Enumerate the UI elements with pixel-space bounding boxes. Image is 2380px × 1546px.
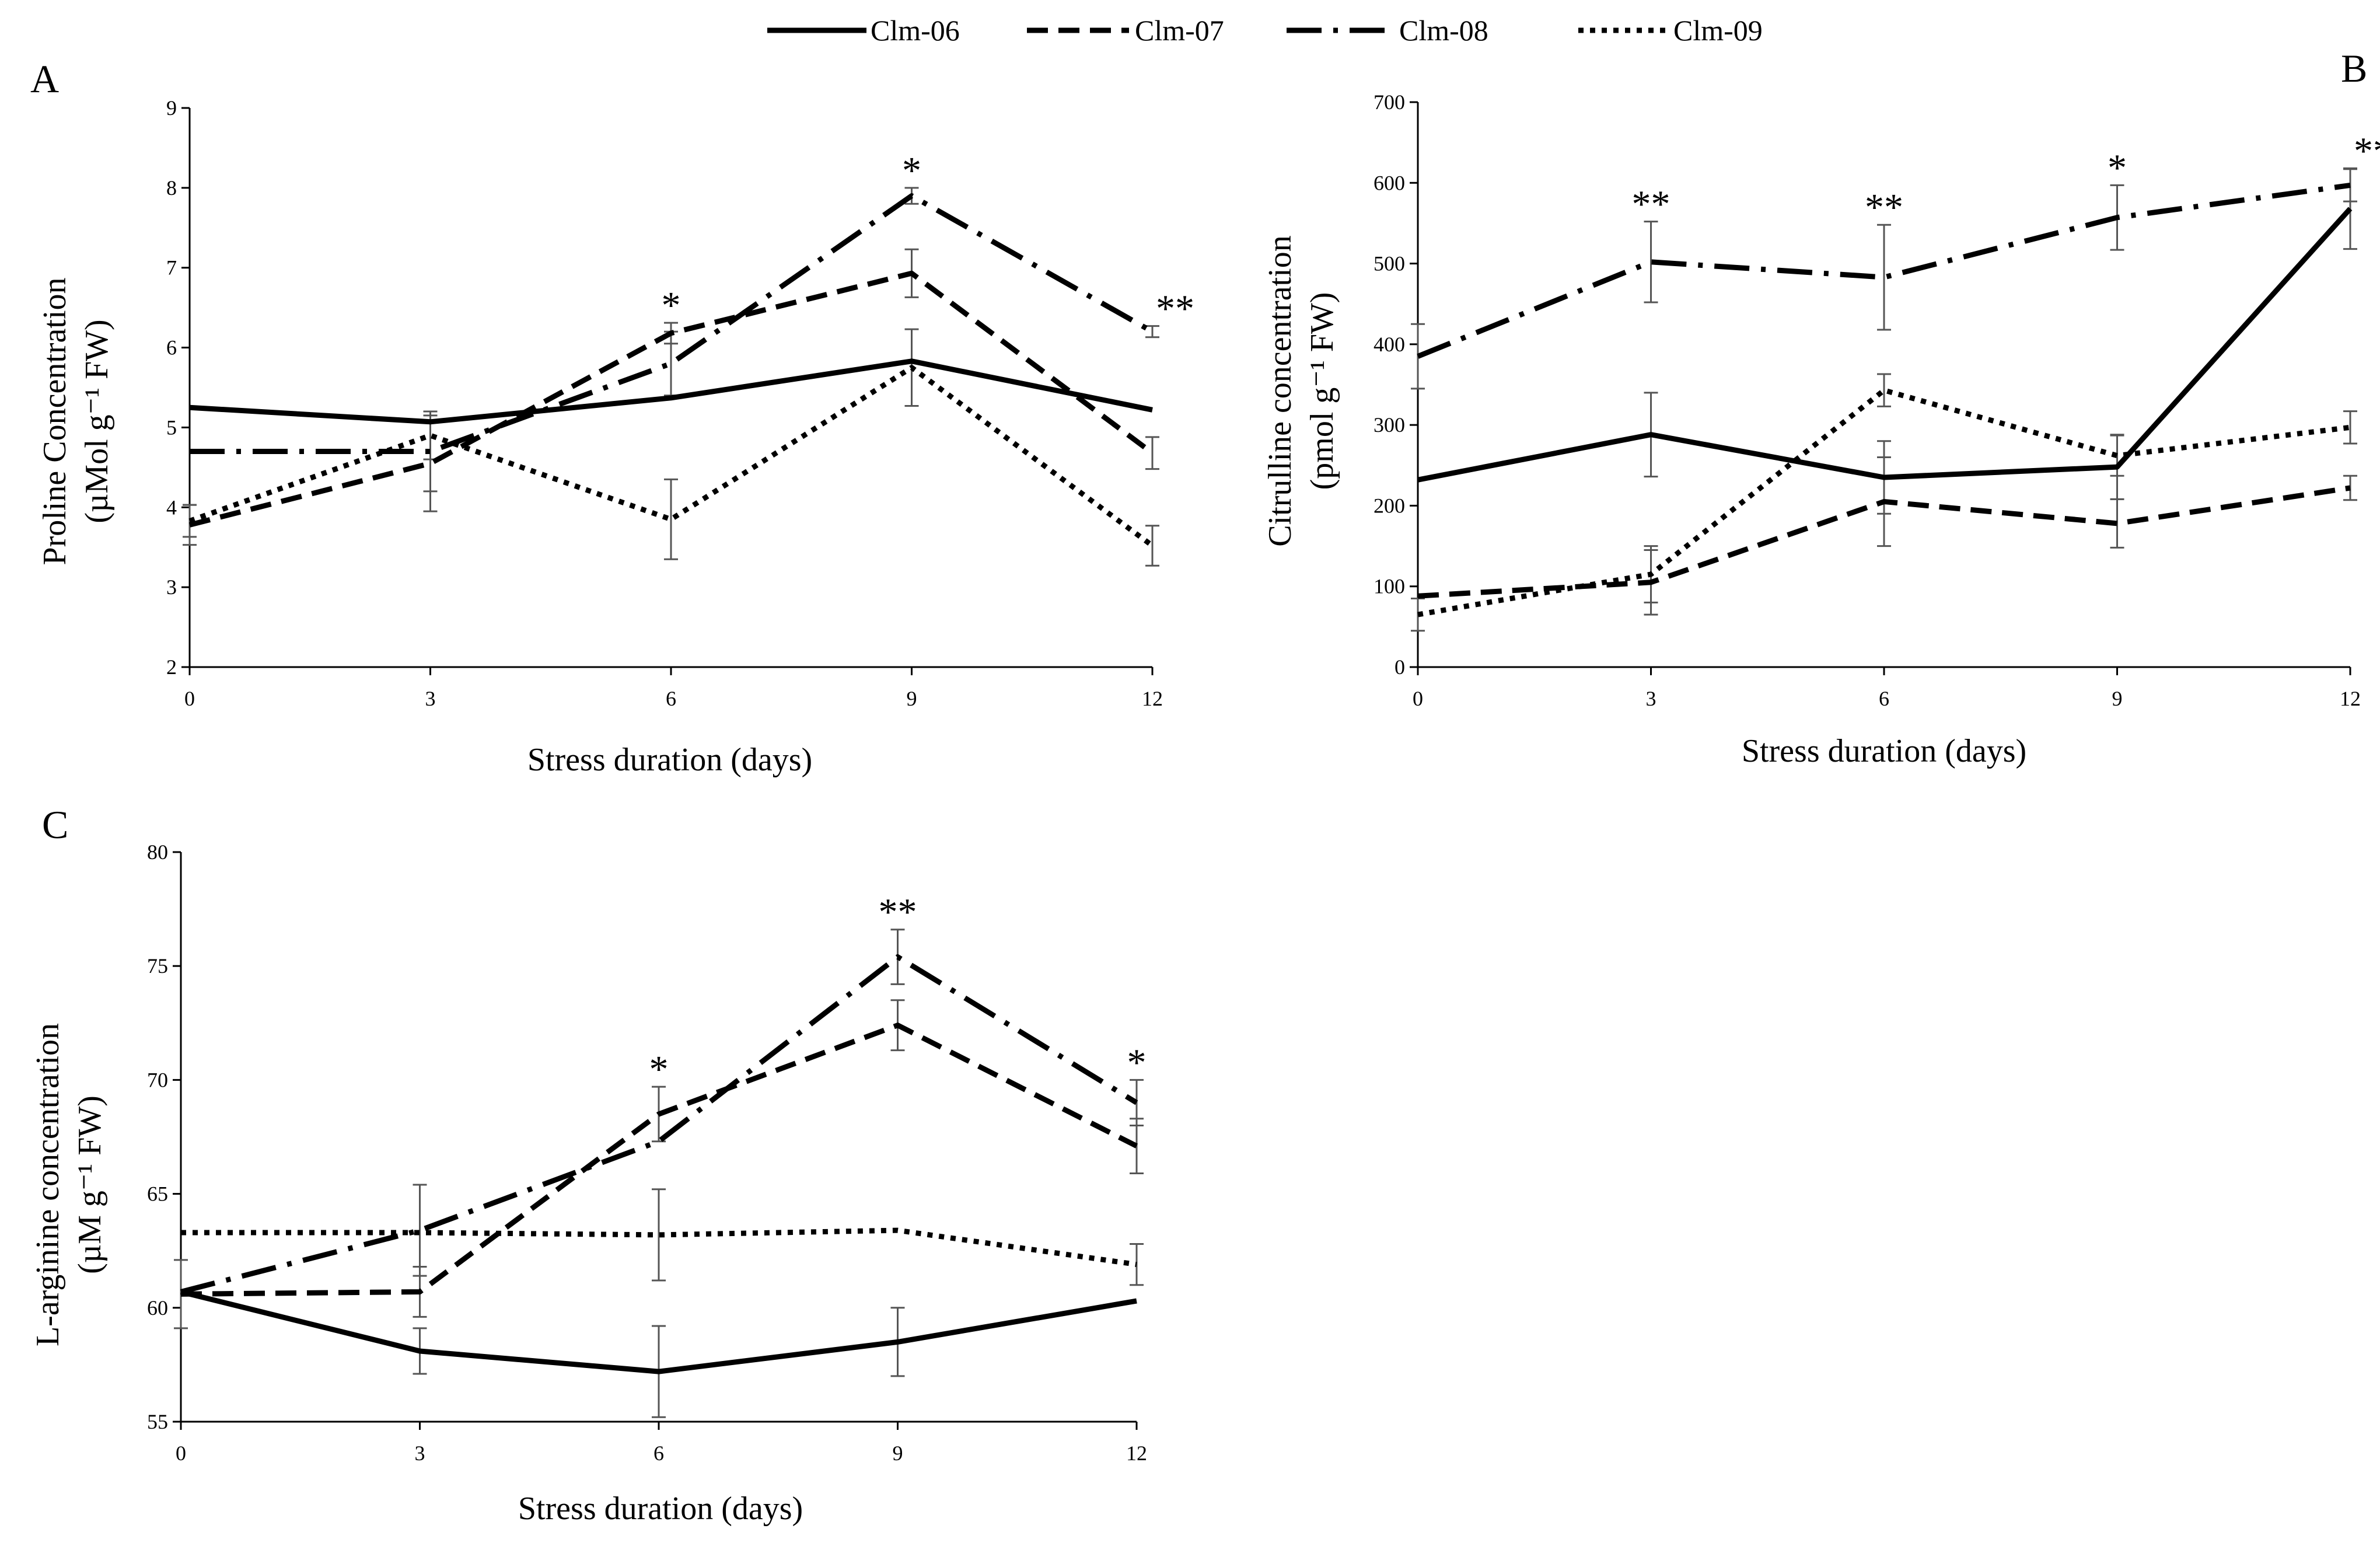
panel-a-ytick-label: 9 bbox=[166, 96, 177, 120]
panel-b-ytick-label: 300 bbox=[1374, 413, 1405, 437]
panel-a-ytick-label: 5 bbox=[166, 416, 177, 439]
panel-c-xtick-label: 0 bbox=[176, 1442, 186, 1465]
panel-a-letter: A bbox=[30, 57, 59, 101]
series-line-clm-06 bbox=[180, 1289, 1137, 1374]
panel-c-ytick-label: 70 bbox=[147, 1068, 168, 1091]
panel-b-xtick-label: 12 bbox=[2340, 687, 2361, 710]
panel-b-ytick-label: 600 bbox=[1374, 171, 1405, 194]
panel-a-ytick-label: 7 bbox=[166, 256, 177, 280]
panel-c-xtick-label: 9 bbox=[893, 1442, 903, 1465]
panel-b-xtick-label: 9 bbox=[2112, 687, 2123, 710]
panel-b-xtick-label: 0 bbox=[1413, 687, 1423, 710]
panel-c-ytick-label: 80 bbox=[147, 840, 168, 864]
panel-c-ylabel: L-arginine concentration bbox=[30, 1023, 66, 1346]
panel-a-xtick-label: 6 bbox=[666, 687, 676, 710]
panel-c-xtick-label: 6 bbox=[653, 1442, 664, 1465]
panel-a-ytick-label: 2 bbox=[166, 655, 177, 679]
panel-b-xtick-label: 3 bbox=[1646, 687, 1656, 710]
series-line-clm-06 bbox=[1417, 207, 2353, 483]
series-line-clm-07 bbox=[180, 1022, 1138, 1297]
significance-marker: * bbox=[902, 149, 921, 192]
panel-b-ytick-label: 400 bbox=[1374, 333, 1405, 356]
significance-marker: * bbox=[649, 1048, 669, 1091]
panel-b-ylabel-unit: (pmol g⁻¹ FW) bbox=[1304, 292, 1340, 490]
series-line-clm-09 bbox=[1417, 388, 2351, 617]
panel-c-ylabel-unit: (µM g⁻¹ FW) bbox=[72, 1095, 108, 1274]
panel-c-ytick-label: 65 bbox=[147, 1182, 168, 1206]
series-line-clm-07 bbox=[188, 270, 1154, 528]
series-line-clm-09 bbox=[181, 1227, 1137, 1268]
panel-a-xtick-label: 12 bbox=[1142, 687, 1163, 710]
legend-item-clm-06: Clm-06 bbox=[767, 14, 960, 47]
panel-a-ytick-label: 8 bbox=[166, 176, 177, 200]
panel-a-xtick-label: 0 bbox=[184, 687, 195, 710]
significance-marker: ** bbox=[1865, 186, 1903, 229]
series-line-clm-08 bbox=[180, 954, 1138, 1294]
significance-marker: ** bbox=[1632, 183, 1670, 226]
legend-item-clm-09: Clm-09 bbox=[1578, 14, 1763, 47]
panel-c-xtick-label: 12 bbox=[1126, 1442, 1147, 1465]
legend-item-clm-07: Clm-07 bbox=[1027, 14, 1224, 47]
significance-marker: * bbox=[662, 284, 681, 327]
significance-marker: * bbox=[2108, 146, 2127, 189]
panel-c-ytick-label: 75 bbox=[147, 954, 168, 978]
panel-b-letter: B bbox=[2341, 46, 2367, 90]
legend: Clm-06 Clm-07 Clm-08 Clm-09 bbox=[767, 14, 1763, 47]
significance-marker: ** bbox=[879, 891, 917, 934]
legend-label-clm-07: Clm-07 bbox=[1135, 14, 1224, 47]
legend-label-clm-06: Clm-06 bbox=[871, 14, 960, 47]
panel-a-ylabel-unit: (µMol g⁻¹ FW) bbox=[79, 319, 115, 523]
panel-a: A Proline Concentration (µMol g⁻¹ FW) St… bbox=[30, 57, 1194, 778]
panel-b-ylabel: Citrulline concentration bbox=[1262, 235, 1298, 546]
panel-b: B Citrulline concentration (pmol g⁻¹ FW)… bbox=[1262, 46, 2380, 769]
panel-c-ytick-label: 55 bbox=[147, 1410, 168, 1433]
panel-c-ytick-label: 60 bbox=[147, 1296, 168, 1320]
panel-b-ytick-label: 700 bbox=[1374, 90, 1405, 114]
panel-a-xtick-label: 9 bbox=[907, 687, 917, 710]
panel-b-ytick-label: 100 bbox=[1374, 575, 1405, 598]
series-line-clm-06 bbox=[189, 358, 1153, 425]
panel-b-ytick-label: 500 bbox=[1374, 252, 1405, 275]
panel-c-xtick-label: 3 bbox=[415, 1442, 425, 1465]
series-line-clm-08 bbox=[1417, 182, 2351, 359]
panel-c: C L-arginine concentration (µM g⁻¹ FW) S… bbox=[30, 802, 1147, 1527]
panel-b-xlabel: Stress duration (days) bbox=[1742, 733, 2026, 769]
panel-a-xtick-label: 3 bbox=[425, 687, 436, 710]
significance-marker: ** bbox=[1156, 288, 1194, 330]
series-line-clm-08 bbox=[190, 193, 1154, 454]
panel-a-ytick-label: 3 bbox=[166, 575, 177, 599]
panel-a-ytick-label: 6 bbox=[166, 336, 177, 360]
panel-a-xlabel: Stress duration (days) bbox=[527, 742, 812, 778]
panel-b-ytick-label: 200 bbox=[1374, 494, 1405, 517]
panel-b-xtick-label: 6 bbox=[1879, 687, 1889, 710]
legend-label-clm-09: Clm-09 bbox=[1673, 14, 1763, 47]
panel-b-ytick-label: 0 bbox=[1395, 655, 1405, 679]
panel-a-ylabel: Proline Concentration bbox=[37, 277, 73, 565]
legend-item-clm-08: Clm-08 bbox=[1287, 14, 1488, 47]
panel-c-xlabel: Stress duration (days) bbox=[518, 1491, 803, 1527]
panel-c-letter: C bbox=[42, 802, 68, 847]
panel-a-ytick-label: 4 bbox=[166, 495, 177, 519]
legend-label-clm-08: Clm-08 bbox=[1399, 14, 1488, 47]
significance-marker: * bbox=[1127, 1041, 1147, 1084]
significance-marker: ** bbox=[2354, 130, 2380, 172]
series-line-clm-07 bbox=[1417, 485, 2351, 599]
